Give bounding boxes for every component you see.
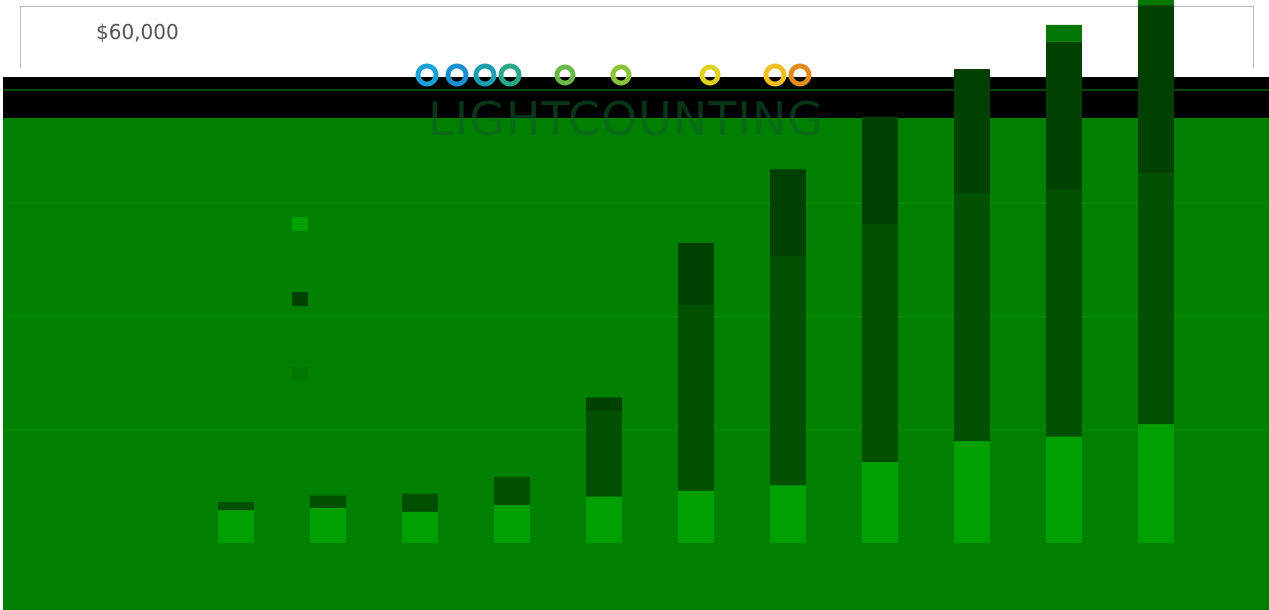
bar-segment [402, 493, 438, 512]
bar-segment [1046, 190, 1082, 437]
watermark-label: LIGHTCOUNTING [428, 92, 824, 146]
bar-segment [678, 490, 714, 543]
bar-segment [1046, 24, 1082, 42]
bar-segment [494, 505, 530, 543]
bar-segment [402, 511, 438, 543]
bar-segment [586, 496, 622, 543]
bar-segment [310, 495, 346, 508]
bar-segment [862, 116, 898, 225]
bar-segment [862, 462, 898, 543]
legend-swatch [292, 217, 308, 231]
bar-segment [954, 441, 990, 543]
bar-segment [678, 305, 714, 491]
bar-segment [954, 193, 990, 442]
bar-segment [1138, 173, 1174, 425]
bar-segment [954, 69, 990, 194]
bar-segment [862, 224, 898, 463]
bar-segment [586, 411, 622, 497]
bar-segment [1046, 41, 1082, 191]
bar-segment [770, 485, 806, 543]
bar-segment [770, 169, 806, 256]
bar-segment [770, 255, 806, 486]
legend-swatch [292, 292, 308, 306]
legend-swatch [292, 367, 308, 381]
bar-segment [1138, 0, 1174, 6]
lightcounting-logo [415, 63, 812, 87]
bar-segment [218, 502, 254, 511]
bar-segment [310, 507, 346, 543]
bar-segment [1138, 424, 1174, 543]
watermark-text: LIGHTCOUNTING [428, 92, 824, 146]
bar-segment [494, 476, 530, 506]
bar-segment [1046, 436, 1082, 543]
bar-segment [586, 397, 622, 412]
bar-segment [678, 242, 714, 306]
y-tick-label-60000: $60,000 [96, 20, 179, 44]
bar-segment [218, 510, 254, 543]
bar-segment [1138, 5, 1174, 174]
